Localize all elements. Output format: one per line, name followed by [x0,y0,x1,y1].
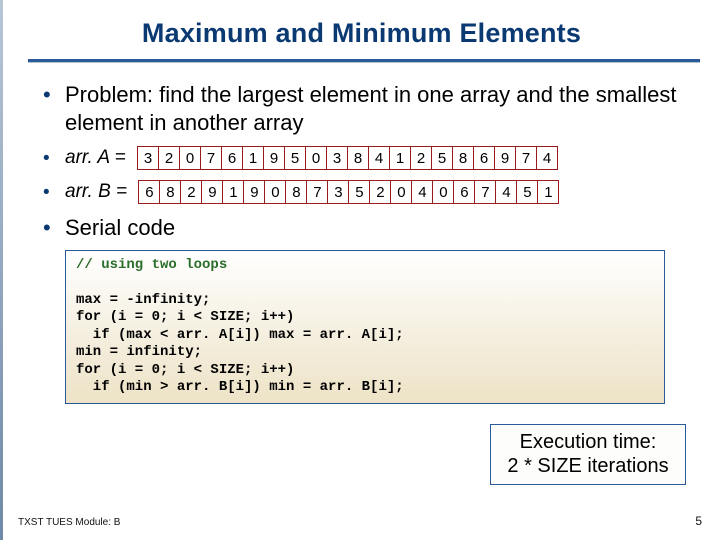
array-cell: 2 [159,146,180,170]
slide: Maximum and Minimum Elements Problem: fi… [0,0,720,540]
exec-line2: 2 * SIZE iterations [497,454,679,478]
array-cell: 5 [285,146,306,170]
page-number: 5 [695,514,702,528]
code-body: max = -infinity; for (i = 0; i < SIZE; i… [76,292,404,396]
array-b-row: arr. B = 68291908735204067451 [43,180,690,204]
footer-module: TXST TUES Module: B [18,517,120,528]
array-cell: 8 [453,146,474,170]
array-cell: 7 [307,180,328,204]
array-b-cells: 68291908735204067451 [138,180,559,204]
array-cell: 3 [327,146,348,170]
array-cell: 6 [474,146,495,170]
array-b-label: arr. B = [65,181,132,203]
array-cell: 2 [411,146,432,170]
array-cell: 2 [370,180,391,204]
array-cell: 4 [412,180,433,204]
array-cell: 7 [201,146,222,170]
array-cell: 0 [265,180,286,204]
array-cell: 0 [433,180,454,204]
code-box: // using two loops max = -infinity; for … [65,250,665,404]
array-cell: 7 [475,180,496,204]
code-comment: // using two loops [76,257,227,273]
array-cell: 3 [138,146,159,170]
array-cell: 9 [202,180,223,204]
slide-body: Problem: find the largest element in one… [3,63,720,404]
array-cell: 5 [517,180,538,204]
array-cell: 2 [181,180,202,204]
array-cell: 5 [349,180,370,204]
array-cell: 3 [328,180,349,204]
bullet-serial: Serial code [43,214,690,242]
slide-title: Maximum and Minimum Elements [3,0,720,59]
array-cell: 6 [139,180,160,204]
array-cell: 6 [222,146,243,170]
array-cell: 1 [243,146,264,170]
array-cell: 6 [454,180,475,204]
array-cell: 8 [160,180,181,204]
array-cell: 1 [390,146,411,170]
array-a-cells: 32076195038412586974 [137,146,558,170]
array-cell: 4 [369,146,390,170]
array-cell: 8 [286,180,307,204]
array-cell: 4 [537,146,558,170]
exec-line1: Execution time: [497,430,679,454]
bullet-problem: Problem: find the largest element in one… [43,81,690,136]
array-cell: 0 [391,180,412,204]
array-cell: 5 [432,146,453,170]
array-cell: 4 [496,180,517,204]
array-cell: 8 [348,146,369,170]
array-cell: 9 [264,146,285,170]
array-a-row: arr. A = 32076195038412586974 [43,146,690,170]
execution-time-box: Execution time: 2 * SIZE iterations [490,424,686,485]
array-a-label: arr. A = [65,147,131,169]
array-cell: 0 [306,146,327,170]
array-cell: 1 [538,180,559,204]
array-cell: 7 [516,146,537,170]
array-cell: 9 [244,180,265,204]
array-cell: 9 [495,146,516,170]
array-cell: 0 [180,146,201,170]
array-cell: 1 [223,180,244,204]
